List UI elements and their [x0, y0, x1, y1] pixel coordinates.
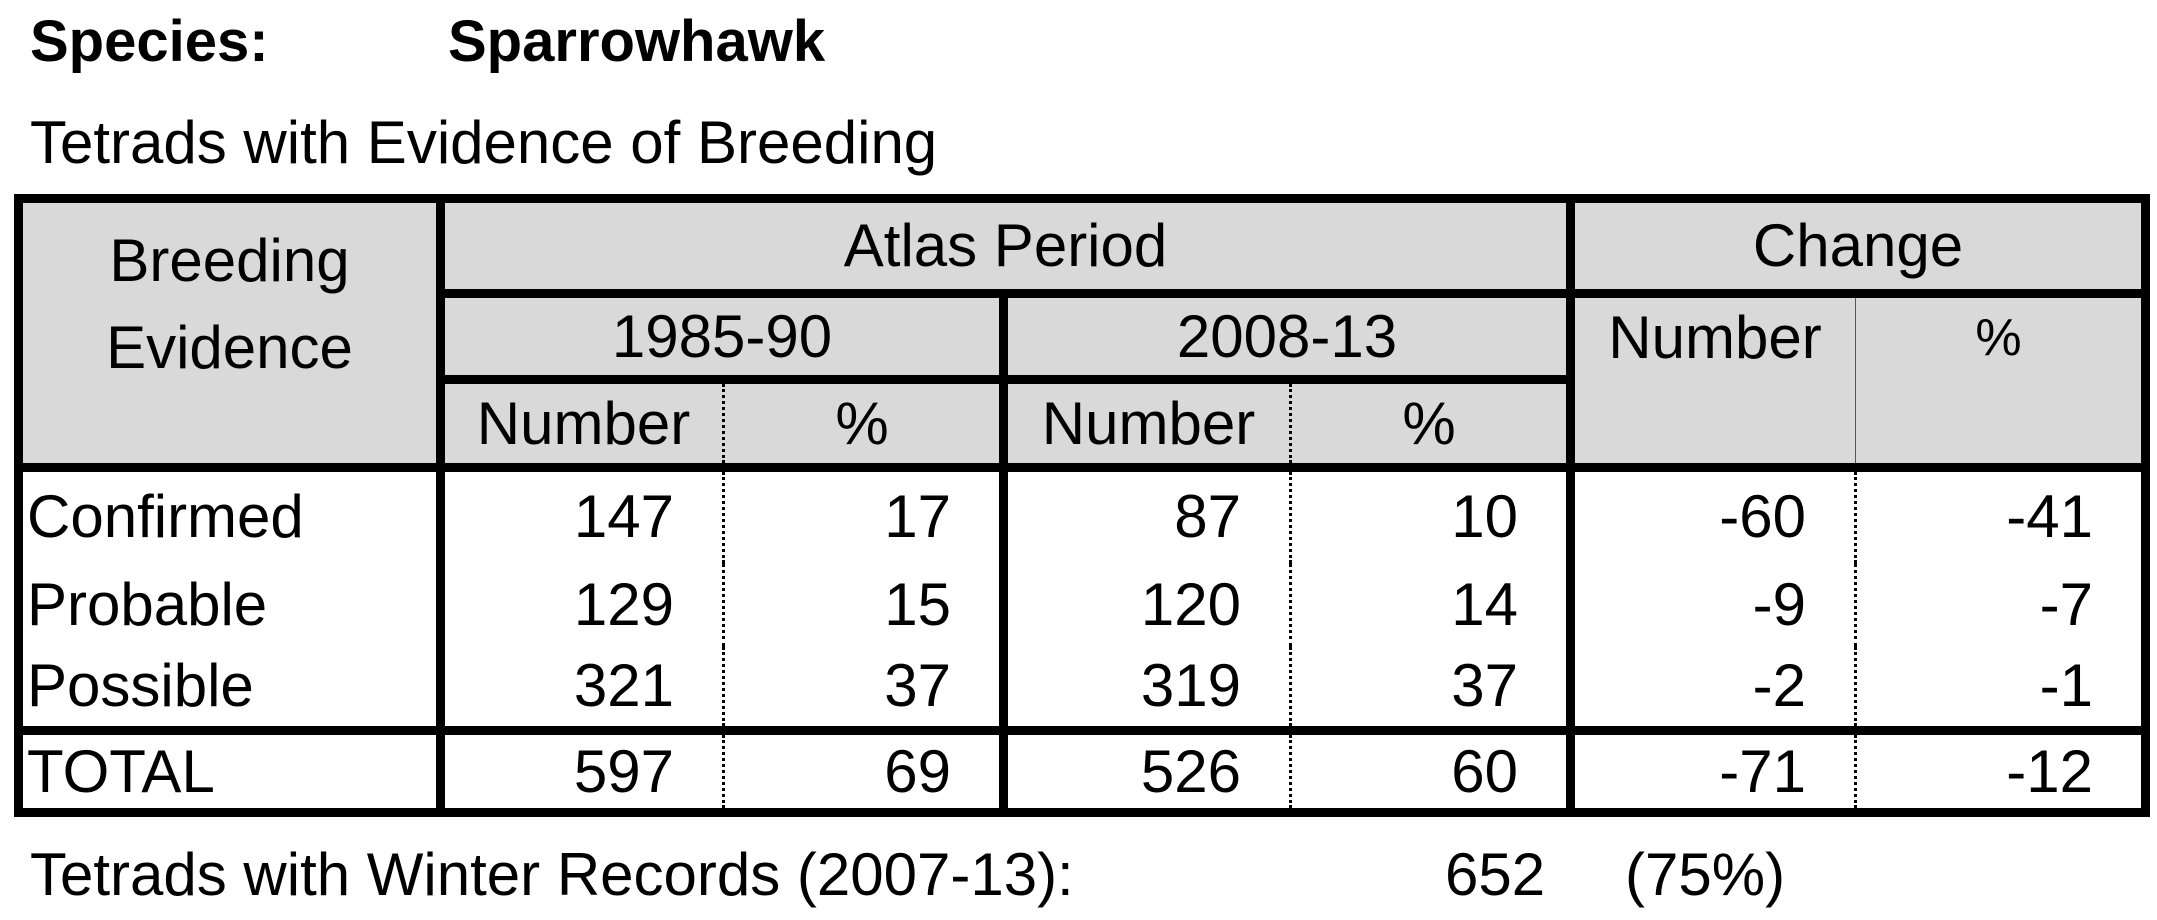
species-heading: Species: Sparrowhawk [30, 8, 825, 75]
total-row: TOTAL 597 69 526 60 -71 -12 [18, 730, 2146, 813]
table-row: Probable 129 15 120 14 -9 -7 [18, 562, 2146, 647]
cell-number-2008: 120 [1003, 562, 1292, 647]
winter-records-label: Tetrads with Winter Records (2007-13): [30, 841, 1074, 908]
total-change-number: -71 [1570, 730, 1857, 813]
cell-change-number: -2 [1570, 646, 1857, 731]
cell-percent-1985: 37 [723, 646, 1008, 731]
cell-number-1985: 129 [440, 562, 725, 647]
total-label: TOTAL [18, 730, 445, 813]
table-subtitle: Tetrads with Evidence of Breeding [30, 109, 938, 176]
cell-percent-1985: 15 [723, 562, 1008, 647]
cell-change-percent: -1 [2039, 652, 2093, 720]
header-change-number: Number [1570, 293, 1856, 468]
cell-percent-2008: 14 [1290, 562, 1575, 647]
breeding-evidence-table: Breeding Evidence Atlas Period Change 19… [14, 194, 2150, 817]
winter-records-percent: (75%) [1625, 841, 1786, 908]
winter-records-number: 652 [1445, 841, 1546, 908]
cell-change-percent: -41 [2006, 483, 2093, 551]
total-percent-1985: 69 [723, 730, 1008, 813]
cell-number-2008: 87 [1003, 467, 1292, 563]
species-name: Sparrowhawk [448, 9, 826, 74]
cell-percent-2008: 10 [1290, 467, 1575, 563]
row-label: Confirmed [18, 467, 445, 563]
total-percent-2008: 60 [1290, 730, 1575, 813]
header-percent-1: % [723, 379, 1008, 468]
cell-change-number: -60 [1570, 467, 1857, 563]
header-change: Change [1570, 198, 2146, 298]
total-change-percent: -12 [2006, 737, 2093, 805]
cell-number-1985: 321 [440, 646, 725, 731]
header-percent-2: % [1290, 379, 1575, 468]
header-number-1: Number [440, 379, 725, 468]
cell-change-percent: -7 [2039, 570, 2093, 638]
total-number-1985: 597 [440, 730, 725, 813]
table-row: Confirmed 147 17 87 10 -60 -41 [18, 467, 2146, 563]
header-atlas-period: Atlas Period [440, 198, 1575, 298]
cell-number-1985: 147 [440, 467, 725, 563]
cell-percent-1985: 17 [723, 467, 1008, 563]
cell-percent-2008: 37 [1290, 646, 1575, 731]
row-label: Probable [18, 562, 445, 647]
header-period-2008-13: 2008-13 [1003, 293, 1575, 384]
cell-change-number: -9 [1570, 562, 1857, 647]
cell-number-2008: 319 [1003, 646, 1292, 731]
total-number-2008: 526 [1003, 730, 1292, 813]
header-period-1985-90: 1985-90 [440, 293, 1008, 384]
winter-records: Tetrads with Winter Records (2007-13): 6… [30, 840, 1785, 909]
species-label: Species: [30, 9, 269, 74]
table-row: Possible 321 37 319 37 -2 -1 [18, 646, 2146, 731]
header-breeding-evidence: Breeding Evidence [18, 198, 445, 468]
row-label: Possible [18, 646, 445, 731]
header-number-2: Number [1003, 379, 1292, 468]
header-change-percent: % [1855, 293, 2146, 468]
